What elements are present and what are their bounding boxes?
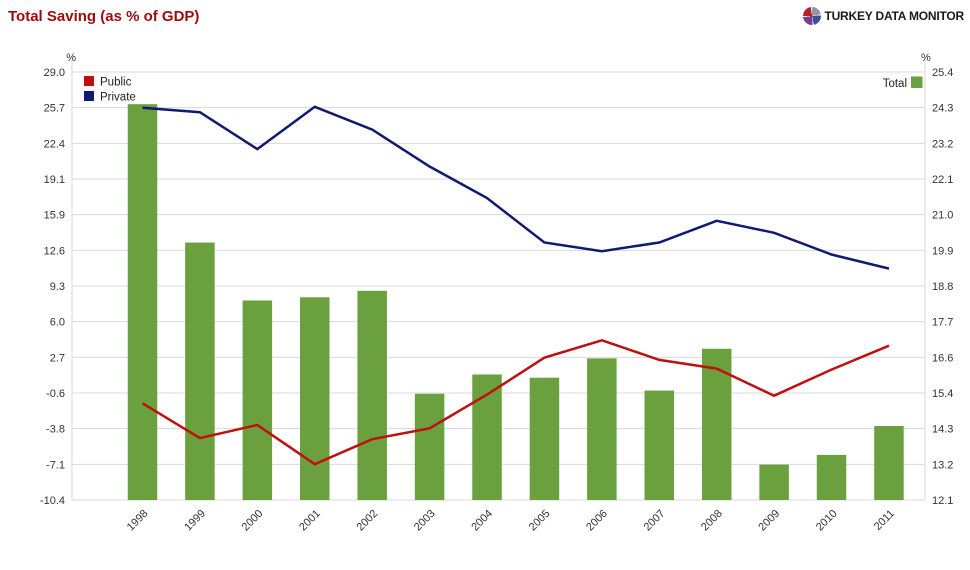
right-axis-unit-label: % (921, 52, 931, 64)
right-axis-tick: 18.8 (932, 281, 953, 293)
bar-1998 (127, 104, 158, 500)
left-axis-tick: 12.6 (44, 245, 65, 257)
bar-2001 (300, 297, 330, 500)
left-axis-tick: -10.4 (40, 495, 65, 507)
right-axis-tick: 14.3 (932, 424, 953, 436)
left-axis-tick: 19.1 (44, 174, 65, 186)
brand-logo: TURKEY DATA MONITOR (803, 7, 964, 25)
left-axis-tick: 29.0 (44, 67, 65, 79)
bar-2006 (587, 358, 617, 500)
left-axis-unit-label: % (66, 52, 76, 64)
left-axis-tick: -0.6 (46, 388, 65, 400)
brand-name: TURKEY DATA MONITOR (824, 9, 964, 23)
right-axis-tick: 25.4 (932, 67, 953, 79)
bar-2002 (357, 290, 387, 500)
left-axis-tick: 25.7 (44, 103, 65, 115)
x-axis-label-2010: 2010 (814, 508, 840, 534)
x-axis-label-2001: 2001 (297, 508, 323, 534)
x-axis-label-1999: 1999 (182, 508, 208, 534)
x-axis-label-2008: 2008 (699, 508, 725, 534)
bar-2005 (529, 377, 560, 500)
legend-private-label: Private (100, 92, 136, 104)
x-axis-label-2004: 2004 (469, 508, 495, 534)
public-line (141, 338, 890, 466)
left-axis-tick: -3.8 (46, 424, 65, 436)
legend-total-label: Total (883, 78, 907, 90)
right-axis-tick: 19.9 (932, 245, 953, 257)
right-axis-tick: 13.2 (932, 459, 953, 471)
bar-2000 (242, 300, 273, 500)
legend-private-swatch (84, 91, 94, 101)
x-axis-label-2003: 2003 (412, 508, 438, 534)
left-axis-tick: 22.4 (44, 138, 65, 150)
right-axis-tick: 24.3 (932, 103, 953, 115)
bar-2008 (701, 348, 732, 500)
bar-2011 (874, 425, 904, 500)
right-axis-tick: 22.1 (932, 174, 953, 186)
x-axis-label-2005: 2005 (527, 508, 553, 534)
legend-public-label: Public (100, 77, 132, 89)
x-axis-label-2007: 2007 (642, 508, 668, 534)
x-axis-label-2006: 2006 (584, 508, 610, 534)
x-axis-label-2011: 2011 (872, 508, 897, 533)
right-axis-tick: 16.6 (932, 352, 953, 364)
private-line (142, 105, 890, 270)
bar-2003 (414, 393, 445, 500)
left-axis-tick: 2.7 (50, 352, 65, 364)
bar-2009 (759, 464, 789, 500)
bar-2007 (644, 390, 675, 500)
right-axis-tick: 21.0 (932, 210, 953, 222)
x-axis-label-2002: 2002 (355, 508, 381, 534)
left-axis-tick: 6.0 (50, 317, 65, 329)
legend-total-swatch (911, 76, 923, 88)
right-axis-tick: 17.7 (932, 317, 953, 329)
left-axis-tick: -7.1 (46, 459, 65, 471)
pie-chart-logo-icon (803, 7, 822, 25)
right-axis-tick: 23.2 (932, 138, 953, 150)
page-title: Total Saving (as % of GDP) (8, 8, 200, 25)
legend-public-swatch (84, 76, 94, 86)
left-axis-tick: 9.3 (50, 281, 65, 293)
right-axis-tick: 12.1 (932, 495, 953, 507)
bar-1999 (185, 242, 215, 500)
x-axis-label-2000: 2000 (240, 508, 266, 534)
x-axis-label-1998: 1998 (125, 508, 151, 534)
bar-2010 (816, 454, 847, 500)
x-axis-label-2009: 2009 (756, 508, 782, 534)
right-axis-tick: 15.4 (932, 388, 953, 400)
left-axis-tick: 15.9 (44, 210, 65, 222)
